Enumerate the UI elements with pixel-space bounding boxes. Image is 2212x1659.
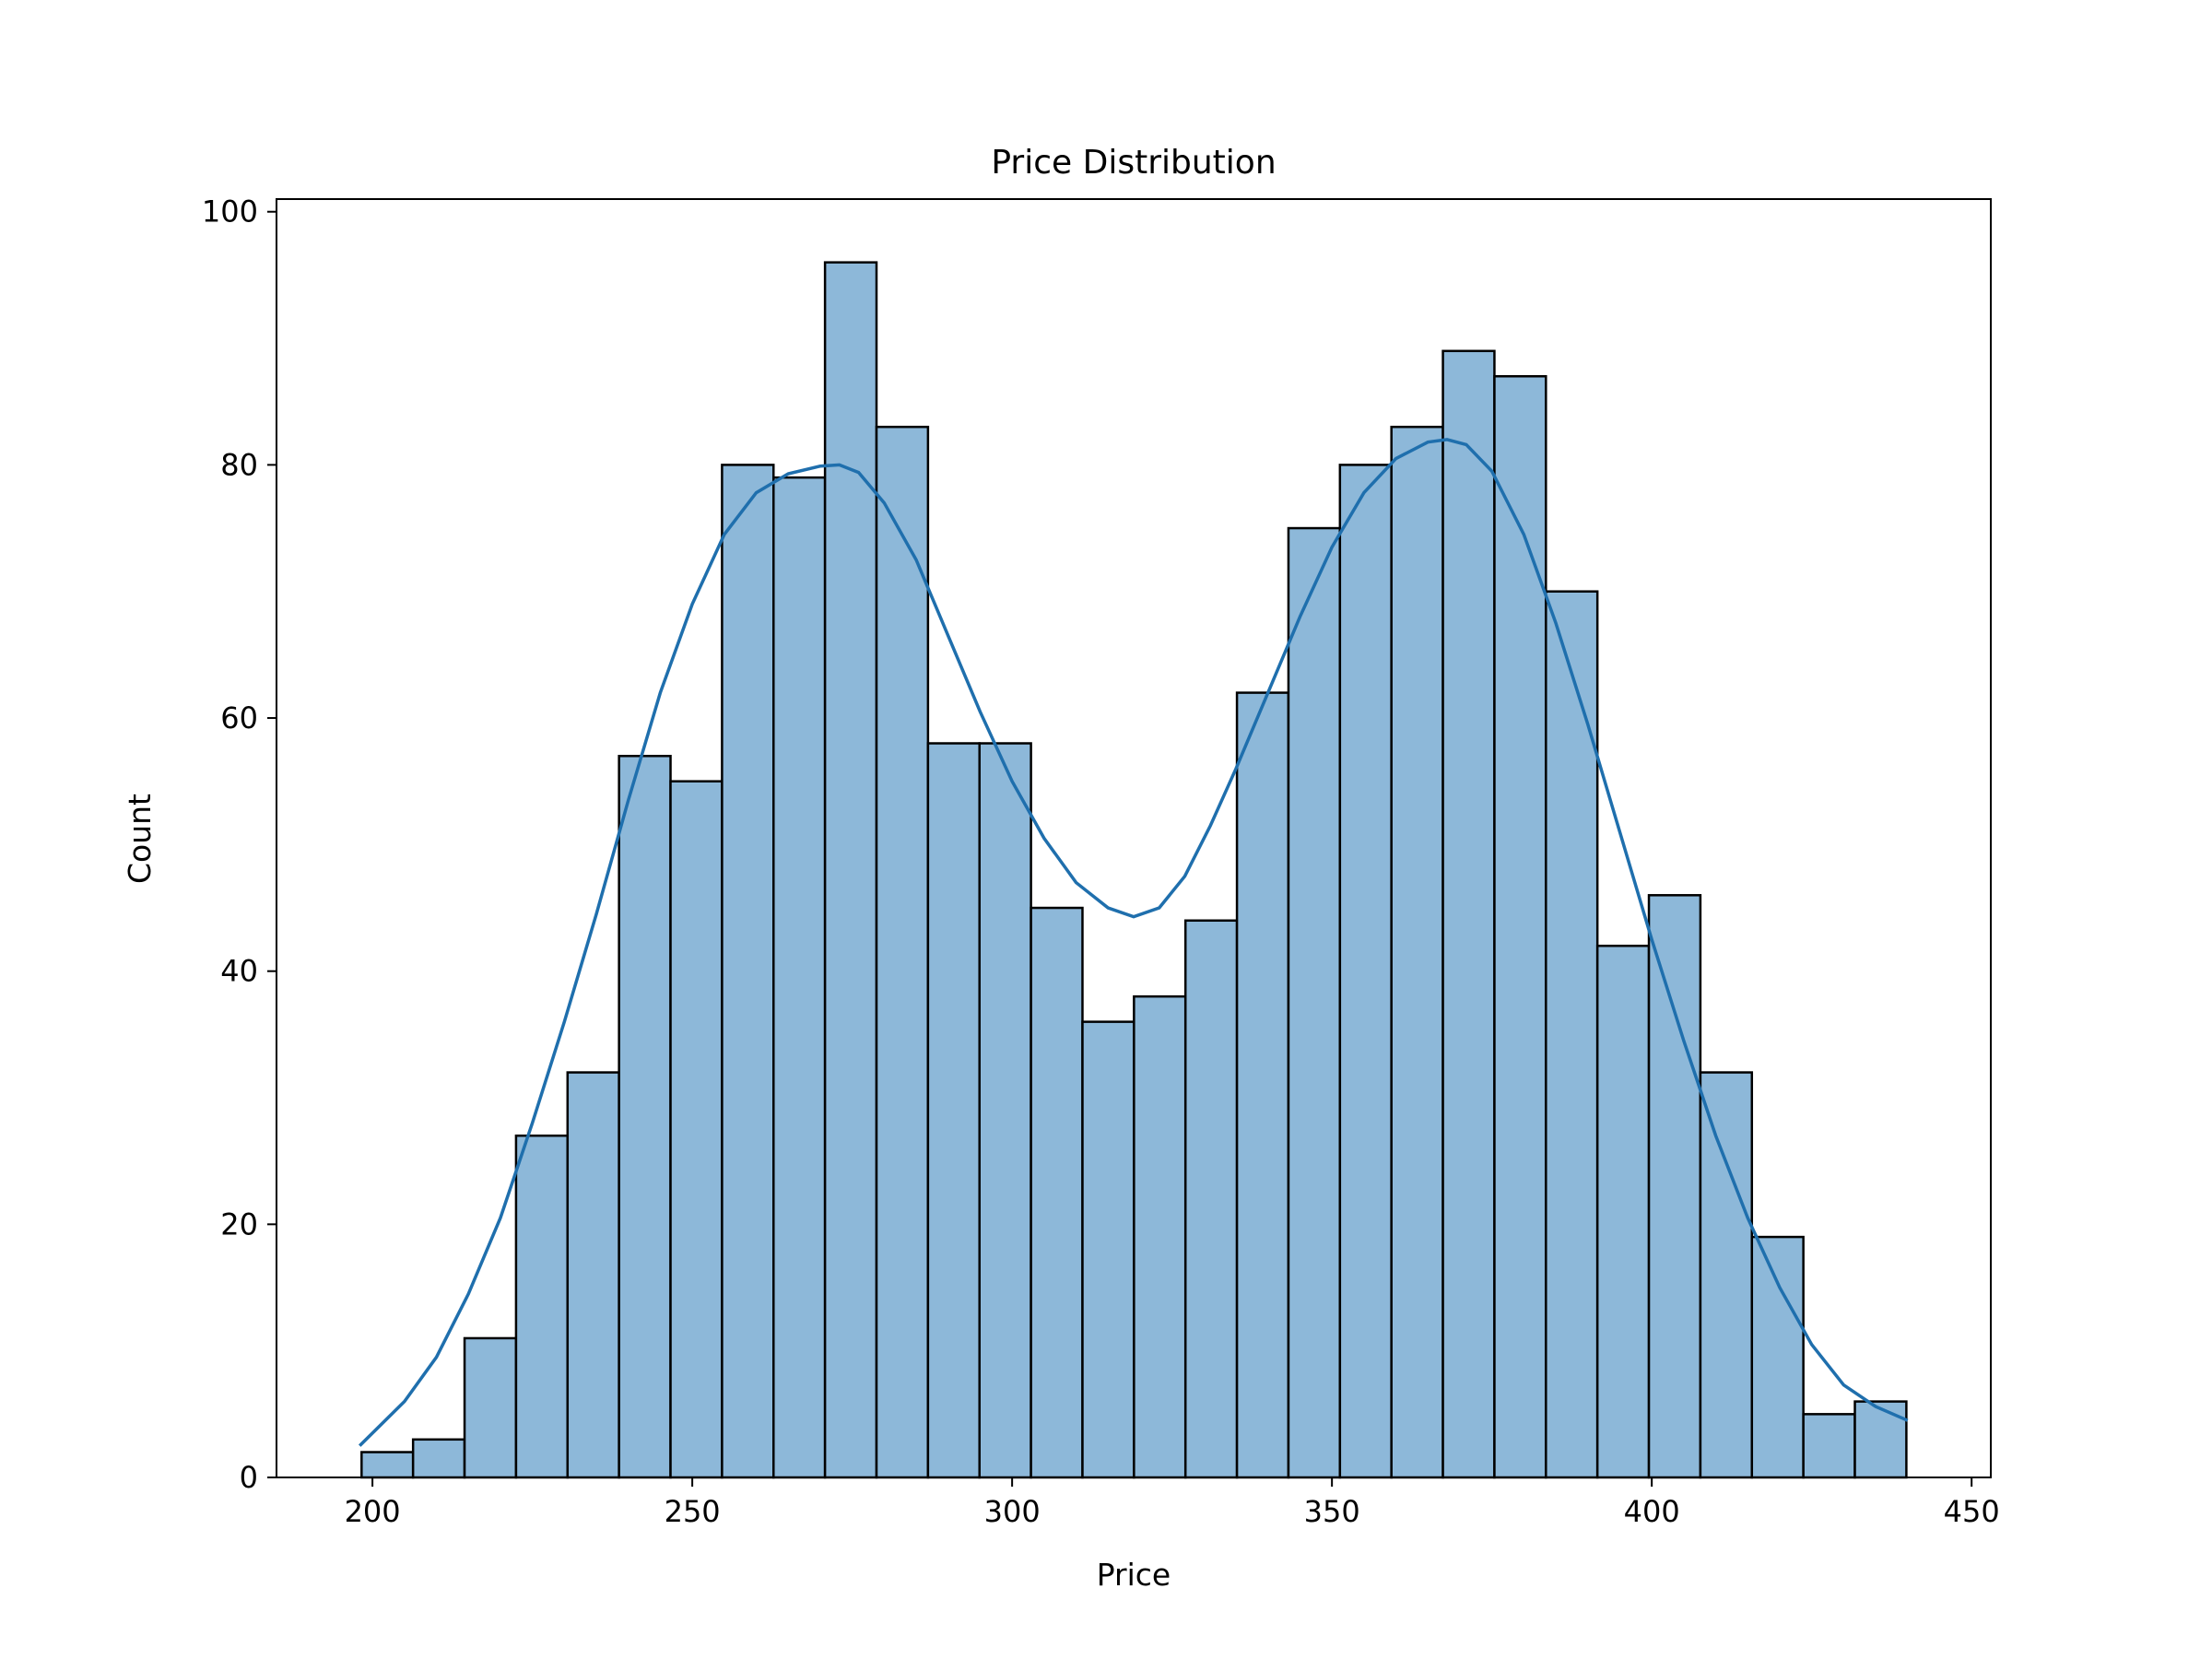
- histogram-bar: [1338, 464, 1393, 1479]
- x-tick-label: 350: [1304, 1494, 1360, 1529]
- histogram-bar: [1545, 590, 1599, 1479]
- histogram-bar: [1235, 691, 1290, 1479]
- y-tick-label: 100: [202, 194, 258, 229]
- histogram-bar: [1750, 1235, 1805, 1479]
- x-tick-label: 450: [1944, 1494, 2000, 1529]
- plot-frame: [276, 198, 1992, 1478]
- histogram-bar: [926, 742, 981, 1479]
- histogram-bar: [1081, 1020, 1135, 1479]
- histogram-bar: [978, 742, 1032, 1479]
- x-tick-label: 200: [345, 1494, 401, 1529]
- histogram-bar: [1390, 425, 1444, 1479]
- y-tick-label: 60: [220, 700, 258, 735]
- histogram-bar: [411, 1438, 466, 1479]
- y-axis-ticks: 0 20 40 60 80 100: [202, 194, 276, 1495]
- histogram-bar: [1287, 526, 1342, 1479]
- histogram-bar: [823, 261, 878, 1479]
- histogram-bar: [721, 464, 775, 1479]
- histogram-bar: [1493, 375, 1547, 1479]
- histogram-bar: [566, 1071, 620, 1479]
- x-tick-label: 400: [1624, 1494, 1680, 1529]
- bars-group: [360, 261, 1908, 1479]
- histogram-bar: [1802, 1413, 1856, 1479]
- y-tick-label: 40: [220, 954, 258, 989]
- histogram-bar: [1595, 944, 1651, 1479]
- x-tick-label: 250: [665, 1494, 721, 1529]
- histogram-bar: [1030, 906, 1084, 1479]
- histogram-bar: [1699, 1071, 1754, 1479]
- histogram-bar: [1183, 919, 1239, 1479]
- y-tick-label: 0: [240, 1460, 258, 1495]
- x-tick-label: 300: [984, 1494, 1041, 1529]
- histogram-bar: [360, 1451, 415, 1479]
- y-tick-label: 80: [220, 447, 258, 482]
- histogram-bar: [1647, 894, 1702, 1479]
- histogram-bar: [463, 1336, 518, 1479]
- kde-curve: [358, 438, 1909, 1447]
- x-axis-ticks: 200 250 300 350 400 450: [345, 1477, 2000, 1529]
- y-axis-label: Count: [122, 794, 158, 884]
- histogram-bar: [1441, 349, 1496, 1479]
- histogram-bar: [1133, 994, 1187, 1479]
- chart-title: Price Distribution: [991, 144, 1276, 182]
- histogram-bar: [772, 476, 827, 1479]
- x-axis-label: Price: [1097, 1557, 1171, 1593]
- histogram-bar: [618, 754, 672, 1479]
- y-tick-label: 20: [220, 1206, 258, 1241]
- histogram-bar: [1853, 1400, 1908, 1479]
- histogram-bar: [875, 425, 930, 1479]
- histogram-bar: [669, 780, 724, 1479]
- histogram-bar: [514, 1134, 570, 1479]
